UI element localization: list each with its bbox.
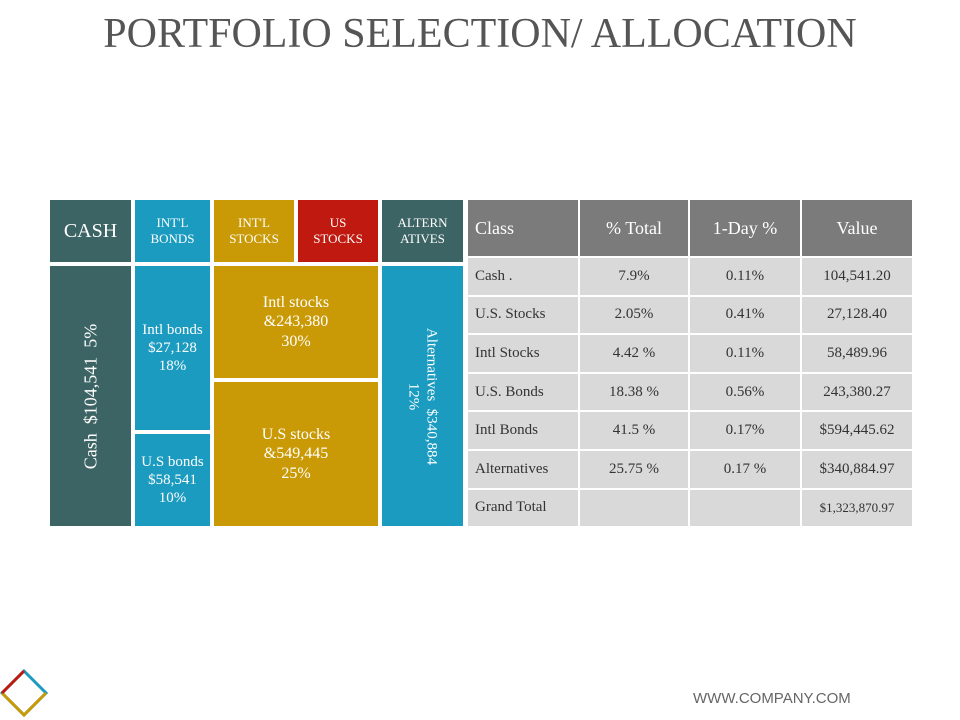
table-cell: 0.41%	[690, 296, 800, 334]
table-cell: 4.42 %	[580, 335, 688, 372]
label-line: ALTERN	[397, 215, 448, 231]
label-line: INT'L	[156, 215, 189, 231]
treemap-block: Alternatives $340,884 12%	[382, 266, 463, 526]
table-cell: U.S. Stocks	[468, 296, 578, 334]
label-line: 12%	[405, 382, 422, 410]
rotated-label: Alternatives $340,884 12%	[382, 266, 463, 526]
table-cell: 0.17%	[690, 412, 800, 449]
label-line: &243,380	[263, 313, 329, 331]
treemap-block: U.S stocks &549,445 25%	[214, 382, 378, 526]
footer-url: WWW.COMPANY.COM	[693, 690, 851, 707]
table-cell: $1,323,870.97	[802, 489, 912, 527]
label-line: US	[329, 215, 347, 231]
label-line: STOCKS	[229, 231, 279, 246]
label-line: Intl stocks	[262, 294, 330, 312]
rotated-label: Cash $104,541 5%	[50, 266, 131, 526]
label-line: ATIVES	[400, 231, 445, 246]
table-header-cell: Value	[802, 200, 912, 256]
table-cell: 41.5 %	[580, 412, 688, 449]
table-cell: Cash .	[468, 258, 578, 295]
slide-title: PORTFOLIO SELECTION/ ALLOCATION	[103, 11, 857, 57]
treemap-block: U.S bonds $58,541 10%	[135, 434, 210, 526]
table-cell: U.S. Bonds	[468, 373, 578, 411]
label-line: CASH	[63, 220, 118, 242]
table-cell: 0.56%	[690, 373, 800, 411]
label-line: $27,128	[148, 340, 197, 356]
table-cell: 7.9%	[580, 258, 688, 295]
header-block: INT'L STOCKS	[214, 200, 294, 262]
treemap-block: Intl bonds $27,128 18%	[135, 266, 210, 430]
table-cell: 243,380.27	[802, 373, 912, 411]
label-line: STOCKS	[313, 231, 363, 246]
table-cell: 2.05%	[580, 296, 688, 334]
table-cell: 58,489.96	[802, 335, 912, 372]
treemap-block: Intl stocks &243,380 30%	[214, 266, 378, 378]
label-line: U.S stocks	[261, 426, 331, 444]
table-header-cell: 1-Day %	[690, 200, 800, 256]
table-cell: 25.75 %	[580, 451, 688, 488]
table-cell: Alternatives	[468, 451, 578, 488]
table-header-cell: Class	[468, 200, 578, 256]
header-block: CASH	[50, 200, 131, 262]
table-cell: 0.11%	[690, 258, 800, 295]
header-block: US STOCKS	[298, 200, 378, 262]
label-line: INT'L	[238, 215, 270, 231]
label-line: Alternatives $340,884	[423, 327, 440, 465]
label-line: 30%	[281, 332, 311, 350]
label-line: Cash $104,541 5%	[79, 323, 100, 469]
label-line: 18%	[158, 358, 187, 374]
table-cell: $340,884.97	[802, 451, 912, 488]
label-line: $58,541	[148, 472, 197, 488]
table-cell: 104,541.20	[802, 258, 912, 295]
label-line: BONDS	[150, 231, 195, 246]
treemap-block: Cash $104,541 5%	[50, 266, 131, 526]
table-cell: Intl Stocks	[468, 335, 578, 372]
table-cell: Grand Total	[468, 489, 578, 527]
logo	[0, 668, 49, 718]
table-cell: 0.17 %	[690, 451, 800, 488]
label-line: Intl bonds	[142, 322, 203, 338]
table-cell: 27,128.40	[802, 296, 912, 334]
table-header-cell: % Total	[580, 200, 688, 256]
header-block: INT'L BONDS	[135, 200, 210, 262]
table-cell: 18.38 %	[580, 373, 688, 411]
table-cell: 0.11%	[690, 335, 800, 372]
header-block: ALTERN ATIVES	[382, 200, 463, 262]
table-cell	[580, 489, 688, 527]
label-line: U.S bonds	[141, 454, 204, 470]
table-cell	[690, 489, 800, 527]
label-line: 25%	[281, 464, 311, 482]
table-cell: Intl Bonds	[468, 412, 578, 449]
label-line: 10%	[158, 490, 187, 506]
table-cell: $594,445.62	[802, 412, 912, 449]
label-line: &549,445	[263, 445, 329, 463]
